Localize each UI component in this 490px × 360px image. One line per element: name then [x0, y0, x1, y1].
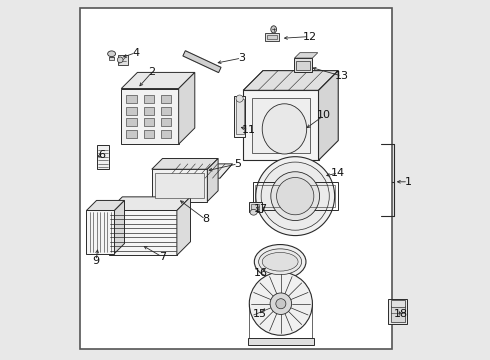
Bar — [296, 61, 310, 70]
Bar — [144, 118, 154, 126]
Bar — [161, 95, 171, 103]
Bar — [234, 96, 245, 137]
Bar — [391, 301, 405, 307]
Bar — [248, 202, 262, 212]
Text: 1: 1 — [405, 177, 412, 187]
Polygon shape — [122, 72, 195, 89]
Bar — [144, 95, 154, 103]
Bar — [109, 57, 114, 60]
Polygon shape — [152, 158, 218, 169]
Ellipse shape — [271, 172, 319, 221]
Polygon shape — [152, 169, 207, 202]
Ellipse shape — [262, 104, 307, 154]
Bar — [80, 8, 392, 348]
Ellipse shape — [117, 57, 123, 63]
Bar — [97, 145, 109, 169]
Ellipse shape — [249, 272, 313, 335]
Text: 17: 17 — [254, 204, 268, 214]
Polygon shape — [207, 158, 218, 202]
Ellipse shape — [270, 293, 292, 315]
Text: 18: 18 — [394, 310, 408, 319]
Ellipse shape — [276, 299, 286, 309]
Ellipse shape — [262, 252, 298, 271]
Bar — [252, 98, 310, 153]
Bar — [144, 130, 154, 138]
Text: 16: 16 — [254, 268, 268, 278]
Text: 11: 11 — [242, 125, 256, 135]
Text: 10: 10 — [317, 111, 331, 121]
Ellipse shape — [256, 157, 335, 235]
Bar — [161, 130, 171, 138]
Text: 2: 2 — [148, 67, 155, 77]
Text: 8: 8 — [202, 215, 209, 224]
Polygon shape — [183, 51, 221, 73]
Bar — [155, 173, 204, 198]
Polygon shape — [177, 197, 191, 255]
Bar — [388, 299, 408, 324]
Polygon shape — [243, 71, 338, 90]
Bar — [253, 182, 338, 211]
Text: 13: 13 — [335, 71, 349, 81]
Bar — [255, 185, 335, 207]
Text: 9: 9 — [93, 256, 100, 266]
Bar — [161, 107, 171, 115]
Polygon shape — [109, 197, 191, 211]
Text: 4: 4 — [132, 48, 139, 58]
Text: 6: 6 — [98, 150, 105, 160]
Text: 7: 7 — [159, 252, 166, 262]
Bar — [126, 118, 137, 126]
Bar — [236, 99, 244, 134]
Bar — [126, 130, 137, 138]
Bar — [391, 306, 405, 322]
Polygon shape — [87, 211, 115, 253]
Polygon shape — [294, 53, 318, 58]
Polygon shape — [179, 72, 195, 144]
Polygon shape — [109, 211, 177, 255]
Bar — [294, 58, 313, 72]
Ellipse shape — [254, 244, 306, 279]
Text: 3: 3 — [238, 53, 245, 63]
Ellipse shape — [108, 51, 116, 57]
Polygon shape — [168, 164, 232, 178]
Ellipse shape — [236, 95, 243, 102]
Bar — [248, 338, 314, 345]
Bar — [126, 95, 137, 103]
Polygon shape — [122, 89, 179, 144]
Ellipse shape — [261, 162, 329, 230]
Ellipse shape — [259, 249, 302, 275]
Polygon shape — [318, 71, 338, 160]
Bar — [251, 204, 259, 211]
Polygon shape — [87, 201, 124, 211]
Text: 12: 12 — [302, 32, 317, 41]
Bar — [265, 33, 279, 41]
Bar — [267, 35, 276, 40]
Text: 5: 5 — [234, 159, 242, 169]
Text: 15: 15 — [252, 310, 267, 319]
Ellipse shape — [250, 210, 257, 215]
Ellipse shape — [271, 26, 276, 33]
Text: 14: 14 — [331, 168, 345, 178]
Ellipse shape — [276, 177, 314, 215]
Bar — [161, 118, 171, 126]
Polygon shape — [115, 201, 124, 253]
Bar — [144, 107, 154, 115]
Bar — [126, 107, 137, 115]
Polygon shape — [243, 90, 318, 160]
Bar — [118, 55, 128, 65]
